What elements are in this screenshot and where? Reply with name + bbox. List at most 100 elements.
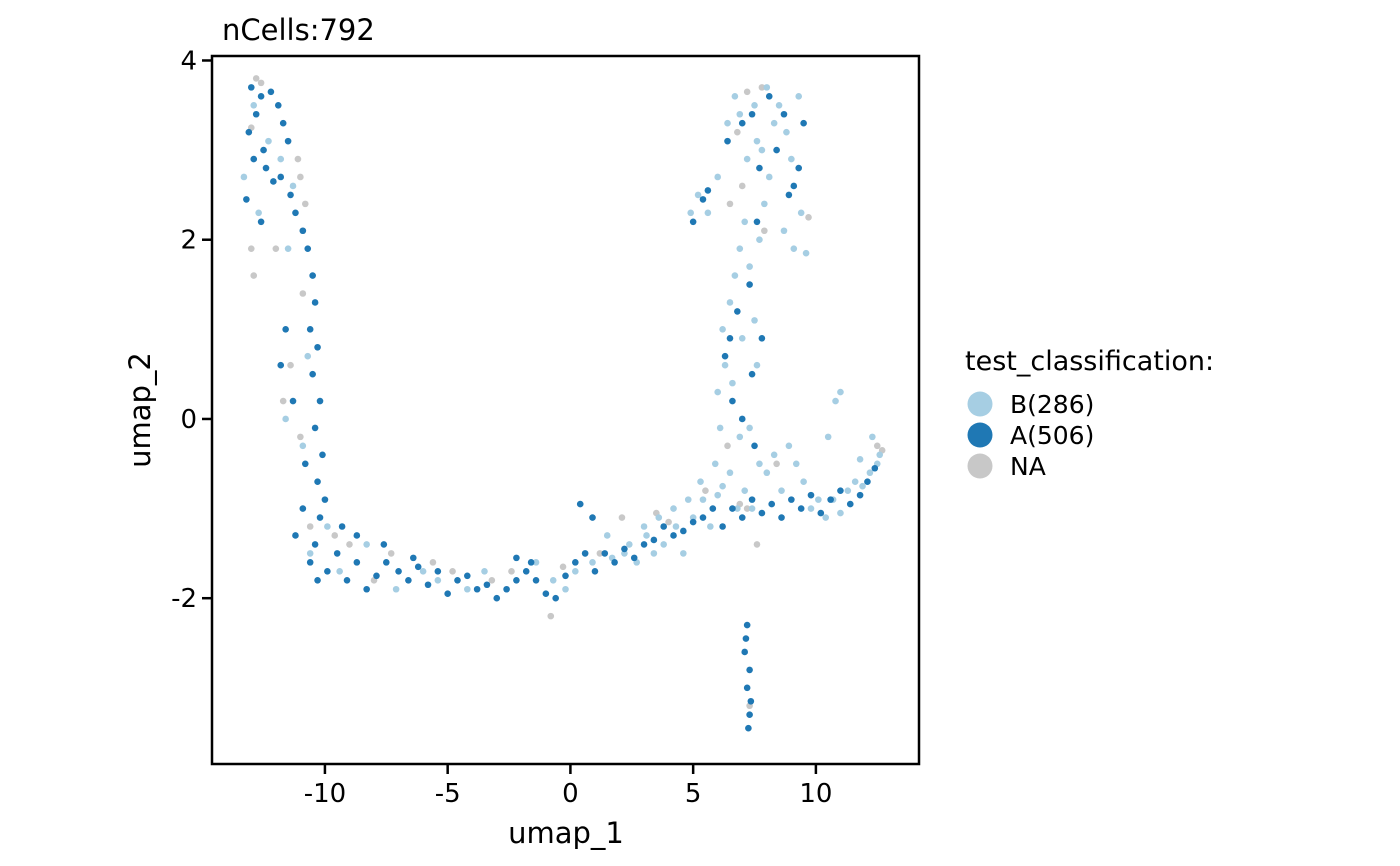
data-point [409,554,417,562]
data-point [738,119,746,127]
data-point [790,245,798,252]
data-point [527,559,535,566]
series-na [247,75,886,710]
data-point [758,146,766,154]
data-point [284,245,292,252]
y-tick-label: 2 [180,226,197,256]
data-point [748,110,756,118]
data-point [532,576,540,584]
x-tick-label: 10 [799,779,832,809]
data-point [596,550,604,557]
data-point [324,568,331,575]
data-point [745,724,752,732]
data-point [272,245,280,252]
data-point [621,545,628,553]
data-point [547,612,555,620]
legend-swatch [967,391,993,417]
data-point [250,155,258,163]
data-point [731,93,739,100]
data-point [714,491,722,499]
data-point [743,621,751,629]
x-tick-label: -5 [435,779,461,809]
data-point [726,200,734,208]
data-point [773,146,780,154]
data-point [589,514,596,521]
data-point [314,576,321,584]
data-point [724,442,731,450]
data-point [773,460,780,468]
data-point [721,361,729,369]
data-point [277,361,285,369]
data-point [800,119,807,127]
legend-label: B(286) [1010,390,1094,419]
data-point [289,397,297,405]
data-point [257,93,265,100]
data-point [250,101,258,109]
data-point [513,576,520,584]
data-point [643,532,650,539]
data-point [336,568,343,575]
data-point [660,523,667,530]
data-point [292,209,299,217]
x-tick-label: 5 [685,779,702,809]
data-point [240,173,248,181]
legend-title: test_classification: [965,346,1214,377]
data-point [775,101,783,109]
data-point [294,155,302,163]
data-point [763,469,771,477]
data-point [704,187,712,194]
data-point [778,487,785,494]
data-point [761,227,768,235]
data-point [309,272,316,279]
data-point [316,397,324,405]
data-point [726,299,734,306]
data-point [626,541,633,548]
data-point [758,335,766,342]
data-point [785,191,793,199]
data-point [719,482,726,490]
data-point [716,424,724,432]
data-point [444,590,451,598]
series-b-286 [240,84,884,593]
data-point [736,110,744,118]
data-point [756,460,763,468]
data-point [856,491,864,499]
data-point [738,514,746,521]
data-point [719,326,726,333]
data-point [741,218,749,226]
data-point [660,541,667,548]
data-point [282,415,289,423]
data-point [714,388,722,396]
data-point [753,218,761,226]
data-point [797,505,805,512]
y-tick-label: 4 [180,46,197,76]
data-point [306,523,314,530]
data-point [792,460,800,468]
data-point [287,361,294,369]
data-point [719,523,726,530]
data-point [650,536,658,544]
data-point [780,227,788,235]
data-point [591,568,599,575]
data-point [562,585,569,593]
data-point [751,317,758,324]
data-point [306,550,314,557]
data-point [267,88,275,96]
data-point [753,361,761,369]
data-point [736,245,744,252]
data-point [756,236,763,244]
data-point [282,326,289,333]
data-point [287,191,294,199]
data-point [729,505,736,512]
data-point [373,572,380,580]
y-tick-label: -2 [171,584,197,614]
data-point [827,496,834,503]
data-point [274,101,282,109]
data-point [243,196,250,203]
data-point [257,79,265,87]
data-point [454,576,461,584]
data-point [800,478,807,485]
data-point [746,281,753,288]
data-point [513,554,520,562]
data-point [684,496,692,503]
